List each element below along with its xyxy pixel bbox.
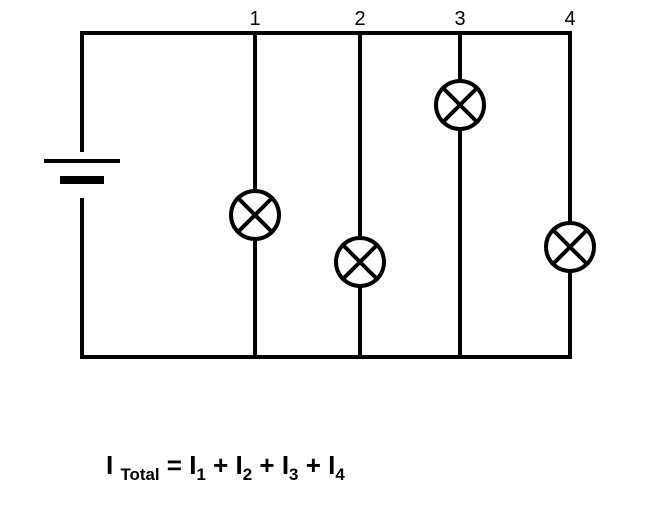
sub-total: Total (120, 465, 159, 484)
total-current-equation: I Total = I1 + I2 + I3 + I4 (106, 450, 345, 485)
sym-I3: I (282, 450, 289, 480)
sub-2: 2 (243, 465, 252, 484)
parallel-circuit-diagram: 1 2 3 4 (0, 0, 662, 518)
sub-1: 1 (196, 465, 205, 484)
svg-text:1: 1 (249, 8, 260, 30)
sym-I2: I (236, 450, 243, 480)
plus-2: + (259, 450, 281, 480)
svg-text:2: 2 (354, 8, 365, 30)
sub-4: 4 (335, 465, 344, 484)
sub-3: 3 (289, 465, 298, 484)
sym-I: I (106, 450, 113, 480)
equals: = (167, 450, 189, 480)
plus-3: + (306, 450, 328, 480)
plus-1: + (213, 450, 235, 480)
svg-text:3: 3 (454, 8, 465, 30)
svg-text:4: 4 (564, 8, 575, 30)
